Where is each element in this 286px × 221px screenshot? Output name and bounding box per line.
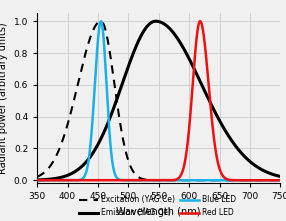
X-axis label: Wavelength (nm): Wavelength (nm) xyxy=(116,207,201,217)
Y-axis label: Radiant power (arbitrary units): Radiant power (arbitrary units) xyxy=(0,23,8,174)
Legend: Excitation (YAG:Ce), Emission (YAG:Ce), Blue LED, Red LED: Excitation (YAG:Ce), Emission (YAG:Ce), … xyxy=(79,195,236,217)
